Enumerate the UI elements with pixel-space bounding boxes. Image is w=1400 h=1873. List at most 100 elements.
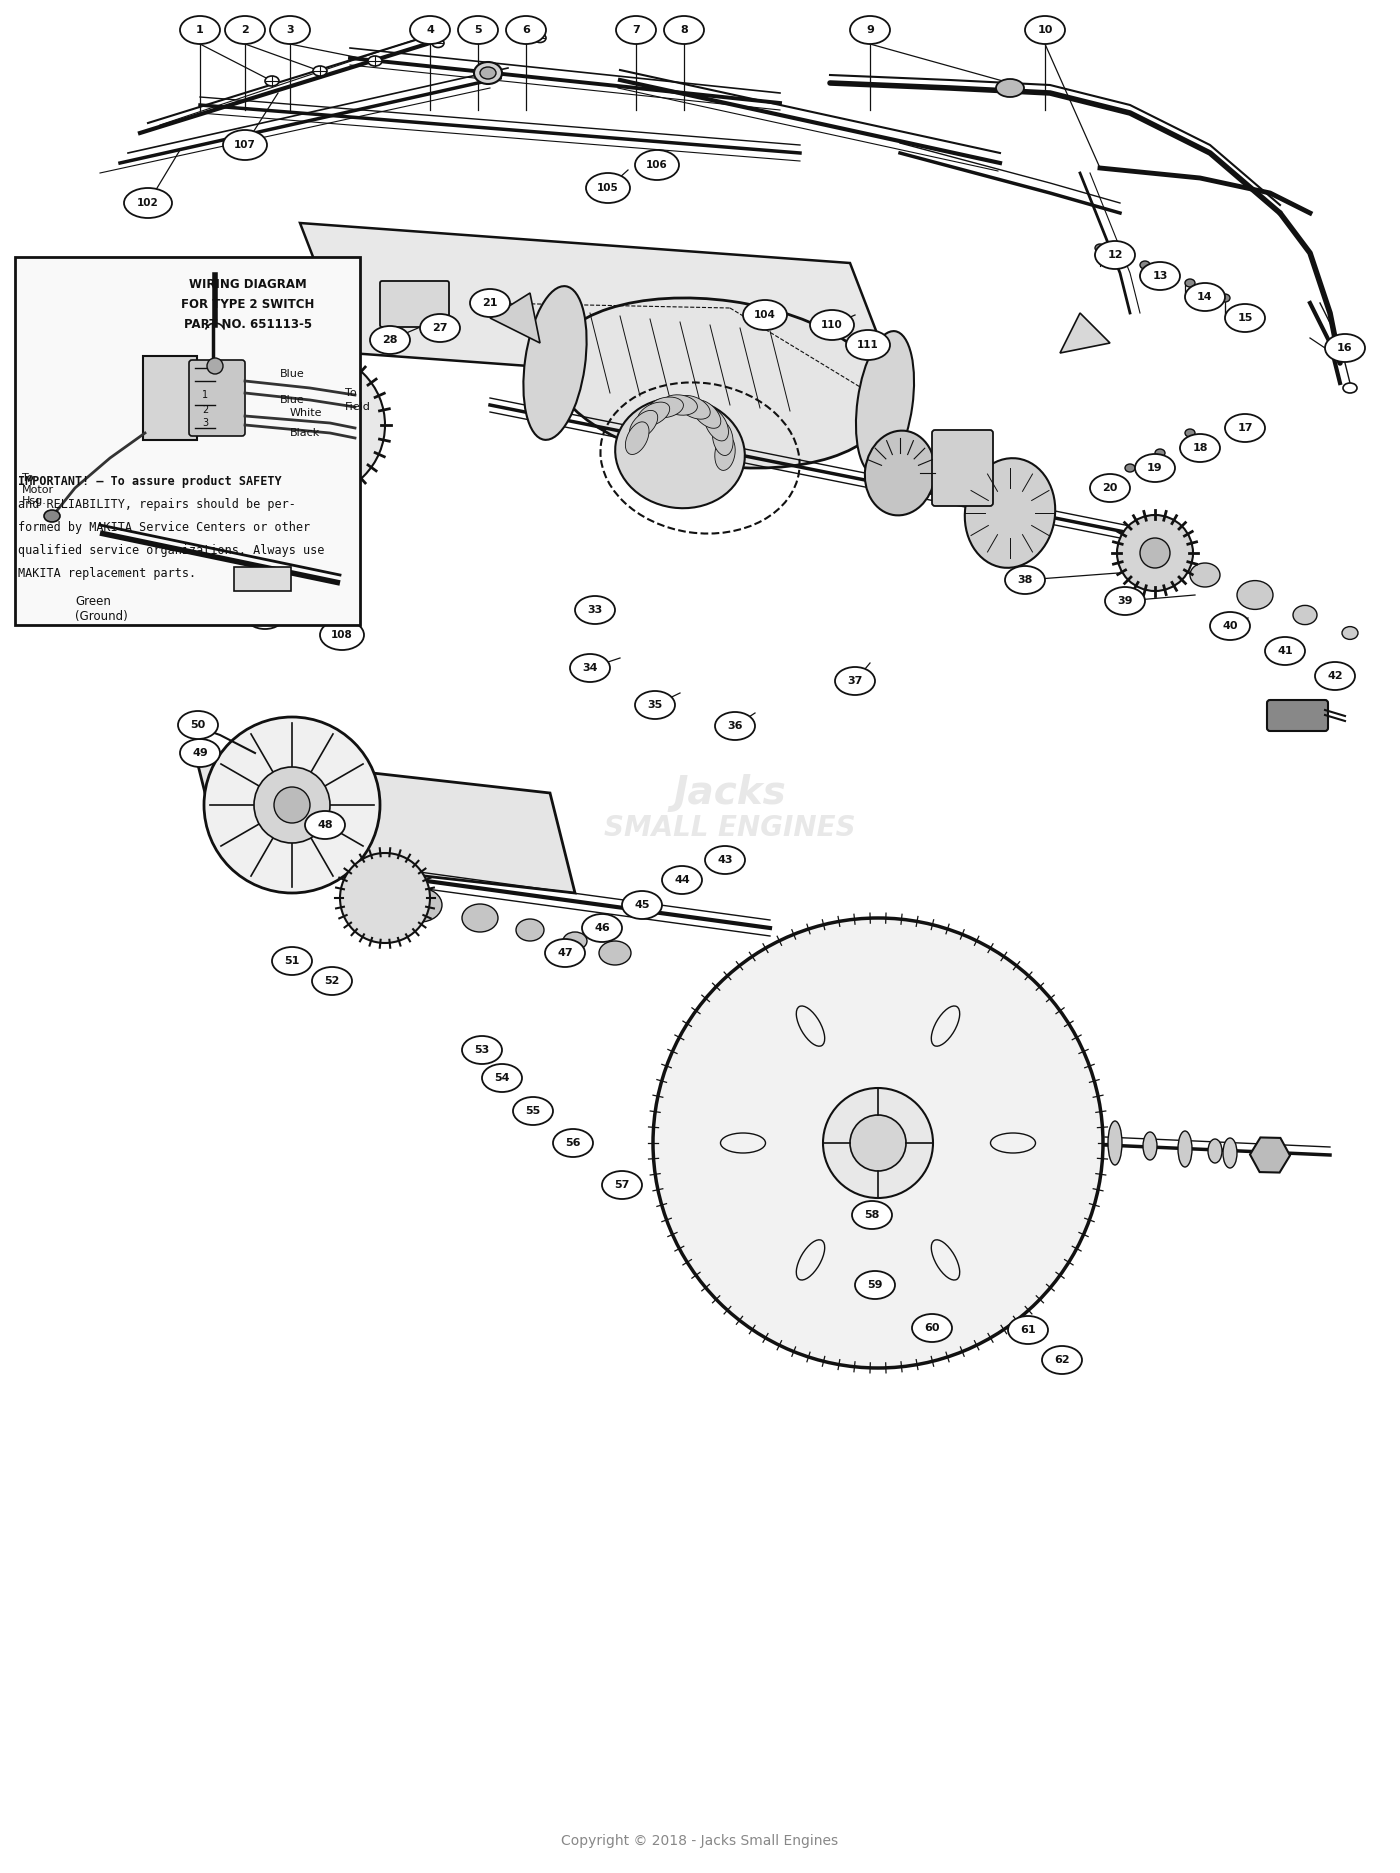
Text: 13: 13	[1152, 272, 1168, 281]
Text: 29: 29	[172, 474, 188, 483]
Text: 18: 18	[1193, 444, 1208, 453]
Ellipse shape	[1225, 414, 1266, 442]
Ellipse shape	[1324, 333, 1365, 361]
Ellipse shape	[1135, 453, 1175, 481]
Ellipse shape	[134, 378, 175, 406]
Polygon shape	[1060, 313, 1110, 352]
Circle shape	[309, 524, 326, 541]
Text: IMPORTANT! – To assure product SAFETY: IMPORTANT! – To assure product SAFETY	[18, 476, 281, 489]
Ellipse shape	[186, 715, 200, 725]
Text: Field: Field	[344, 403, 371, 412]
Ellipse shape	[587, 172, 630, 202]
Ellipse shape	[462, 905, 498, 933]
Text: 41: 41	[1277, 646, 1292, 656]
Ellipse shape	[1005, 566, 1044, 594]
Text: 36: 36	[727, 721, 743, 730]
Ellipse shape	[321, 620, 364, 650]
Ellipse shape	[1107, 1122, 1121, 1165]
Text: 15: 15	[1238, 313, 1253, 322]
Ellipse shape	[462, 1036, 503, 1064]
Ellipse shape	[512, 1098, 553, 1126]
Ellipse shape	[855, 332, 914, 476]
Ellipse shape	[160, 465, 200, 493]
Text: 3: 3	[202, 418, 209, 429]
Circle shape	[241, 352, 385, 496]
Ellipse shape	[1210, 612, 1250, 641]
Ellipse shape	[637, 403, 669, 427]
Ellipse shape	[1126, 465, 1135, 472]
Text: 55: 55	[525, 1105, 540, 1116]
Text: 27: 27	[433, 322, 448, 333]
Ellipse shape	[706, 847, 745, 875]
Text: 58: 58	[864, 1210, 879, 1219]
Text: 34: 34	[582, 663, 598, 672]
Ellipse shape	[1105, 586, 1145, 614]
Text: 12: 12	[1107, 249, 1123, 260]
Text: qualified service organizations. Always use: qualified service organizations. Always …	[18, 543, 325, 556]
Ellipse shape	[470, 288, 510, 317]
Ellipse shape	[1008, 1317, 1049, 1345]
Ellipse shape	[533, 34, 546, 43]
Ellipse shape	[155, 408, 195, 436]
Ellipse shape	[797, 1006, 825, 1047]
Ellipse shape	[582, 914, 622, 942]
Text: 3: 3	[286, 24, 294, 36]
Ellipse shape	[721, 1133, 766, 1154]
Ellipse shape	[370, 326, 410, 354]
Text: 111: 111	[857, 341, 879, 350]
Circle shape	[274, 787, 309, 822]
Ellipse shape	[1190, 564, 1219, 586]
Circle shape	[1117, 515, 1193, 592]
Circle shape	[319, 553, 330, 564]
Ellipse shape	[692, 401, 721, 429]
Polygon shape	[490, 292, 540, 343]
Ellipse shape	[820, 313, 839, 326]
Ellipse shape	[312, 966, 351, 995]
Text: 8: 8	[680, 24, 687, 36]
Text: 30: 30	[168, 534, 182, 543]
Text: 102: 102	[137, 199, 158, 208]
Text: 40: 40	[1222, 622, 1238, 631]
Text: and RELIABILITY, repairs should be per-: and RELIABILITY, repairs should be per-	[18, 498, 295, 511]
Ellipse shape	[155, 524, 195, 553]
Ellipse shape	[563, 933, 587, 950]
Text: 54: 54	[494, 1073, 510, 1083]
Text: 44: 44	[675, 875, 690, 886]
Ellipse shape	[1140, 260, 1149, 270]
Ellipse shape	[1315, 661, 1355, 689]
Text: FOR TYPE 2 SWITCH: FOR TYPE 2 SWITCH	[182, 298, 315, 311]
Ellipse shape	[1177, 1131, 1191, 1167]
Text: 107: 107	[234, 140, 256, 150]
Text: 52: 52	[325, 976, 340, 985]
Text: 106: 106	[647, 159, 668, 170]
Polygon shape	[300, 223, 900, 393]
Text: 10: 10	[1037, 24, 1053, 36]
Text: 6: 6	[522, 24, 531, 36]
Ellipse shape	[575, 596, 615, 624]
Ellipse shape	[1266, 637, 1305, 665]
Text: 47: 47	[557, 948, 573, 957]
Ellipse shape	[552, 298, 889, 468]
Text: 59: 59	[867, 1279, 883, 1290]
Ellipse shape	[991, 1133, 1036, 1154]
Text: SMALL ENGINES: SMALL ENGINES	[605, 815, 855, 843]
Text: 104: 104	[755, 311, 776, 320]
Ellipse shape	[225, 17, 265, 43]
Text: 57: 57	[615, 1180, 630, 1189]
Text: 37: 37	[847, 676, 862, 686]
Text: 14: 14	[1197, 292, 1212, 302]
Ellipse shape	[743, 300, 787, 330]
Text: 2: 2	[241, 24, 249, 36]
Ellipse shape	[797, 1240, 825, 1279]
Text: To: To	[344, 388, 357, 397]
Circle shape	[1140, 538, 1170, 568]
Circle shape	[204, 717, 379, 893]
Text: 28: 28	[382, 335, 398, 345]
Text: 26: 26	[167, 418, 183, 429]
Text: 25: 25	[227, 403, 242, 414]
Text: 49: 49	[192, 747, 207, 759]
Text: 45: 45	[634, 901, 650, 910]
Ellipse shape	[420, 315, 461, 343]
Text: 35: 35	[647, 701, 662, 710]
Ellipse shape	[475, 62, 503, 84]
